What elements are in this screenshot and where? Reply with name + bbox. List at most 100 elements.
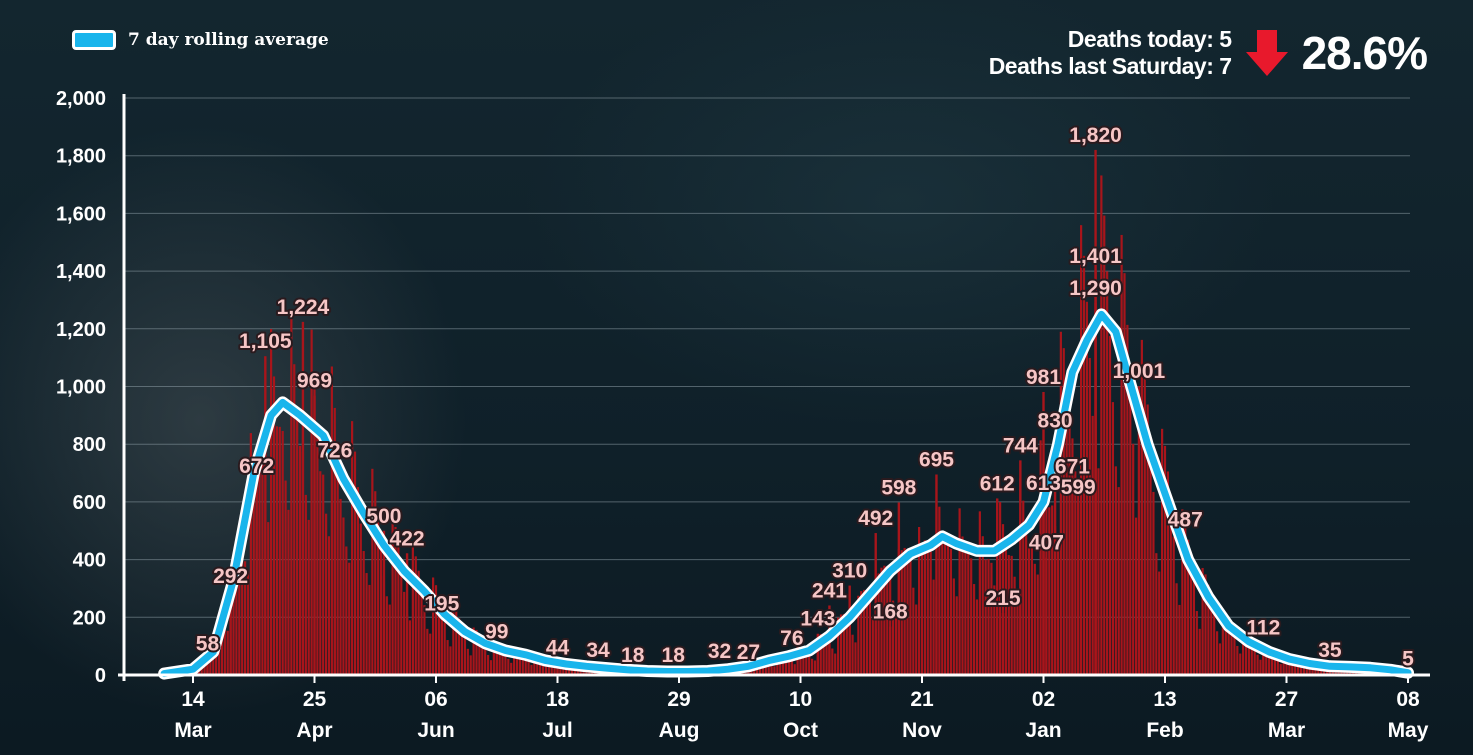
peak-bar [816,633,820,675]
daily-bar [787,659,791,675]
x-tick-month: Jul [542,719,572,742]
daily-bar [327,536,331,675]
daily-bar [1030,543,1034,675]
y-tick-label: 200 [73,607,106,629]
daily-bar [1221,608,1224,675]
daily-bar [446,640,449,675]
daily-bar [507,658,510,675]
daily-bar [1285,657,1288,675]
daily-bar [889,576,892,675]
data-label: 34 [586,639,610,662]
daily-bar [324,513,328,675]
daily-bar [860,591,863,675]
legend: 7 day rolling average [72,30,329,50]
daily-bar [394,526,397,675]
data-label: 44 [546,636,570,659]
daily-bar [1013,576,1016,675]
peak-bar [996,498,999,675]
daily-bar [1158,571,1161,675]
daily-bar [515,649,519,675]
daily-bar [900,550,903,675]
daily-bar [949,548,953,675]
daily-bar [987,558,990,675]
peak-bar [405,553,409,675]
daily-bar [466,648,469,675]
daily-bar [773,666,776,675]
rolling-average-line [158,308,1414,680]
y-tick-label: 1,000 [56,377,106,399]
daily-bar [1123,273,1126,675]
daily-bar [1218,643,1222,675]
x-tick-month: Feb [1146,719,1183,742]
x-tick-month: Oct [783,719,818,742]
daily-bar [391,511,394,675]
data-label: 744 [1003,434,1038,457]
x-tick-month: Jan [1025,719,1061,742]
peak-bar [440,618,443,675]
daily-bar [362,551,365,675]
peak-bar [229,590,232,675]
data-label: 726 [317,440,352,463]
daily-bar [975,599,979,675]
daily-bar [388,604,391,675]
daily-bar [287,509,290,675]
daily-bar [883,565,886,675]
rolling-average-path [160,310,1412,678]
x-tick-day: 08 [1396,688,1420,711]
daily-bar [481,639,484,675]
daily-bar [1056,535,1060,675]
y-tick-label: 800 [73,434,106,456]
data-label: 969 [297,369,332,392]
daily-bar [877,573,880,675]
daily-bar [1175,583,1178,675]
peak-bar [935,474,938,675]
daily-bar [1288,658,1291,675]
daily-bar [353,451,357,675]
down-arrow-icon [1245,30,1288,76]
daily-bar [307,519,310,675]
daily-bar [1233,633,1236,675]
daily-bar [550,667,553,675]
daily-bar [223,628,226,675]
daily-bar [868,599,872,675]
daily-bar [478,634,481,675]
deaths-last-saturday: Deaths last Saturday: 7 [988,53,1232,79]
x-tick-day: 10 [789,688,812,711]
data-label: 671 [1055,455,1090,478]
daily-bar [284,480,287,675]
daily-bar [272,376,276,675]
daily-bar [1001,524,1005,675]
x-tick-month: May [1388,719,1429,742]
daily-bar [455,611,458,675]
deaths-stats: Deaths today: 5 Deaths last Saturday: 7 … [988,26,1428,80]
daily-bar [926,543,929,675]
x-tick-month: Apr [296,719,332,742]
daily-bar [1155,553,1158,675]
y-tick-label: 1,600 [56,203,106,225]
daily-bar [909,559,912,675]
daily-bar [423,605,426,675]
daily-bar [220,623,224,675]
y-tick-label: 2,000 [56,88,106,110]
daily-bar [753,669,756,675]
daily-bar [967,551,970,675]
daily-bar [1022,500,1025,675]
daily-bar [984,559,987,675]
data-label: 18 [621,644,645,667]
daily-bar [426,628,429,675]
daily-bar [1195,611,1198,675]
daily-bar [530,664,533,675]
data-label: 672 [239,455,274,478]
daily-bar [906,550,909,675]
daily-bar [1100,175,1103,675]
daily-bar [1201,567,1204,675]
daily-bar [371,468,374,675]
daily-bar [981,536,984,675]
daily-bar [958,508,961,675]
daily-bar [432,577,435,675]
daily-bar [813,660,817,675]
daily-bar [1198,628,1201,675]
